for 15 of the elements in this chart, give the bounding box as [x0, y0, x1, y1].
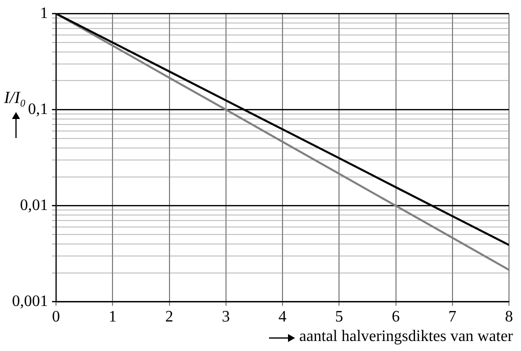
y-tick-label: 0,01 [20, 196, 48, 214]
x-tick-label: 4 [278, 308, 286, 326]
x-tick-label: 3 [222, 308, 230, 326]
x-tick-label: 2 [165, 308, 174, 326]
x-tick-label: 6 [392, 308, 400, 326]
x-tick-label: 5 [335, 308, 344, 326]
y-axis-title: I/I₀ [4, 88, 26, 108]
x-tick-label: 0 [52, 308, 60, 326]
y-tick-label: 0,1 [28, 100, 48, 118]
y-tick-label: 0,001 [12, 293, 48, 310]
x-axis-title: aantal halveringsdiktes van water [299, 328, 513, 345]
x-tick-label: 1 [108, 308, 117, 326]
x-tick-label: 7 [448, 308, 456, 326]
x-tick-label: 8 [505, 308, 513, 326]
y-tick-label: 1 [40, 4, 48, 22]
